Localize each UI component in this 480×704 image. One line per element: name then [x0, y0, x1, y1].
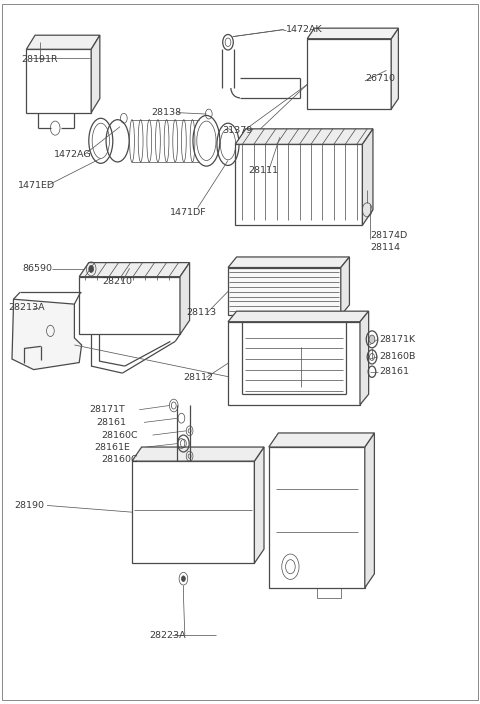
Text: 1471ED: 1471ED — [18, 181, 55, 189]
Polygon shape — [235, 129, 373, 144]
Bar — [228, 268, 341, 315]
Text: 28161E: 28161E — [94, 443, 130, 451]
Text: 28190: 28190 — [14, 501, 44, 510]
Text: 28160C: 28160C — [101, 455, 137, 464]
Bar — [26, 49, 91, 113]
Polygon shape — [254, 447, 264, 563]
Polygon shape — [26, 35, 100, 49]
Text: 28114: 28114 — [371, 243, 400, 251]
Polygon shape — [180, 263, 190, 334]
Text: 28191R: 28191R — [21, 56, 58, 64]
Polygon shape — [228, 257, 349, 268]
Polygon shape — [391, 28, 398, 109]
Text: 31379: 31379 — [222, 127, 252, 135]
Text: 28160B: 28160B — [379, 353, 416, 361]
Circle shape — [89, 265, 94, 272]
Text: 28111: 28111 — [249, 166, 278, 175]
Bar — [307, 39, 391, 109]
Text: 28174D: 28174D — [371, 231, 408, 239]
Polygon shape — [91, 35, 100, 113]
Text: 28112: 28112 — [183, 373, 213, 382]
Polygon shape — [132, 447, 264, 461]
Bar — [228, 322, 360, 405]
Polygon shape — [360, 311, 369, 405]
Text: 1471DF: 1471DF — [170, 208, 207, 217]
Polygon shape — [362, 129, 373, 225]
Text: 28161: 28161 — [96, 418, 126, 427]
Text: 28171T: 28171T — [90, 406, 125, 414]
Bar — [269, 447, 365, 588]
Polygon shape — [269, 433, 374, 447]
Polygon shape — [341, 257, 349, 315]
Text: 1472AG: 1472AG — [54, 151, 91, 159]
Circle shape — [181, 576, 185, 582]
Text: 28138: 28138 — [151, 108, 181, 117]
Circle shape — [369, 335, 375, 344]
Text: 28223A: 28223A — [149, 631, 185, 639]
Bar — [235, 144, 362, 225]
Text: 28113: 28113 — [186, 308, 216, 317]
Bar — [132, 461, 254, 563]
Text: 28210: 28210 — [102, 277, 132, 286]
Polygon shape — [12, 299, 82, 370]
Polygon shape — [365, 433, 374, 588]
Polygon shape — [228, 311, 369, 322]
Text: 28213A: 28213A — [9, 303, 45, 312]
Text: 86590: 86590 — [22, 265, 52, 273]
Text: 28160C: 28160C — [101, 431, 137, 439]
Polygon shape — [79, 263, 190, 277]
Text: 1472AK: 1472AK — [286, 25, 322, 34]
Text: 28161: 28161 — [379, 367, 409, 376]
Text: 26710: 26710 — [366, 75, 396, 83]
Text: 28171K: 28171K — [379, 335, 415, 344]
Polygon shape — [307, 28, 398, 39]
Bar — [79, 277, 180, 334]
